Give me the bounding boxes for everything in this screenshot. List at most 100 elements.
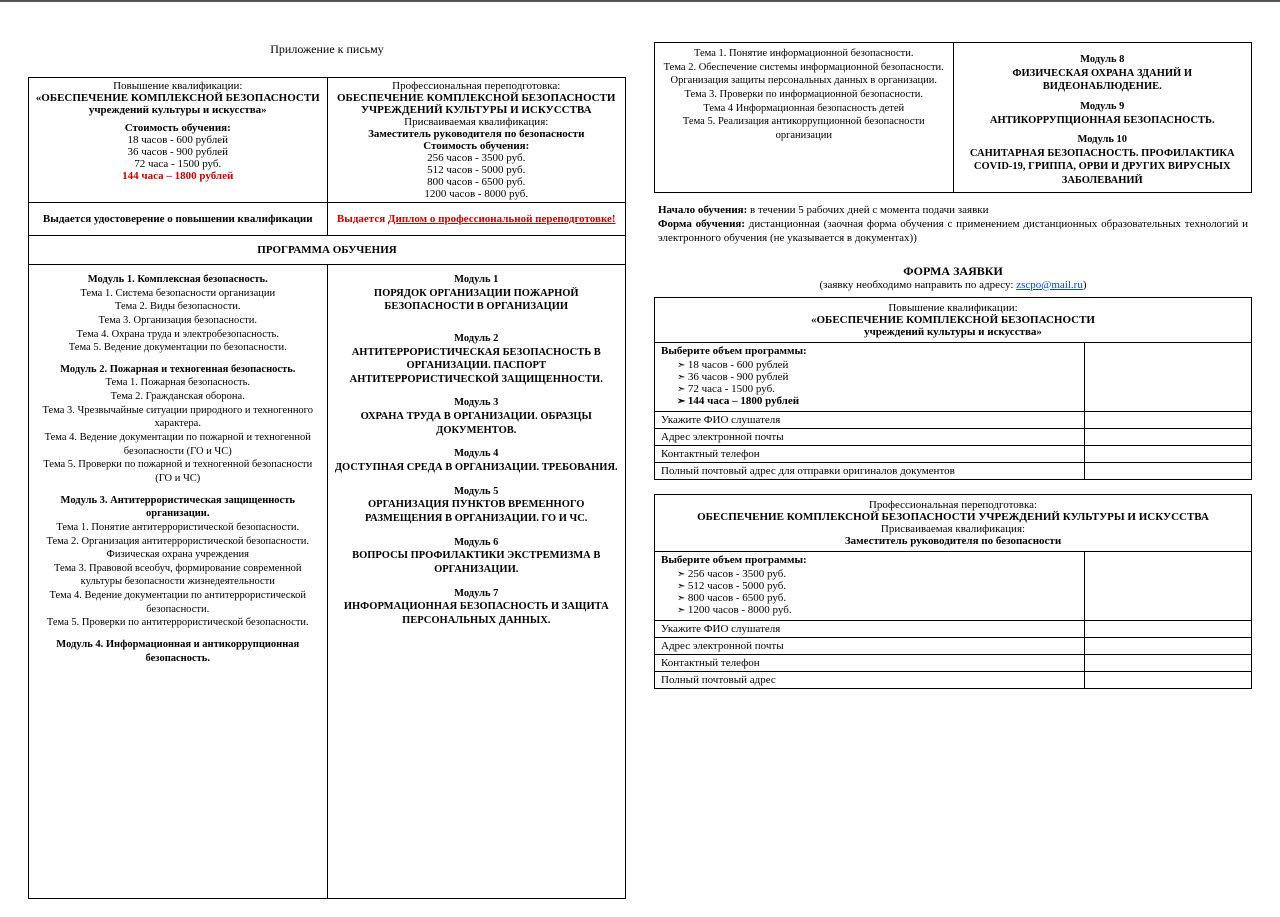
rprice-2: 512 часов - 5000 руб. <box>334 164 620 176</box>
app1-row-1: Укажите ФИО слушателя <box>655 411 1085 428</box>
app2-opt-4: 1200 часов - 8000 руб. <box>677 604 1078 616</box>
form-label: Форма обучения: <box>658 218 745 230</box>
m3-t1: Тема 1. Понятие антитеррористической без… <box>35 521 321 535</box>
app1-row-2: Адрес электронной почты <box>655 428 1085 445</box>
app2-options: 256 часов - 3500 руб. 512 часов - 5000 р… <box>677 568 1078 616</box>
app1-row-3-blank[interactable] <box>1084 445 1251 462</box>
pr-m5t: ОРГАНИЗАЦИЯ ПУНКТОВ ВРЕМЕННОГО РАЗМЕЩЕНИ… <box>334 498 620 525</box>
pr-m1t: ПОРЯДОК ОРГАНИЗАЦИИ ПОЖАРНОЙ БЕЗОПАСНОСТ… <box>334 287 620 314</box>
app2-row-4-blank[interactable] <box>1084 671 1251 688</box>
qual-cell: Повышение квалификации: «ОБЕСПЕЧЕНИЕ КОМ… <box>29 78 328 202</box>
program-title: ПРОГРАММА ОБУЧЕНИЯ <box>28 236 626 265</box>
app1-title: «ОБЕСПЕЧЕНИЕ КОМПЛЕКСНОЙ БЕЗОПАСНОСТИ <box>663 314 1243 326</box>
form-heading: ФОРМА ЗАЯВКИ <box>654 264 1252 279</box>
rtl-3: Тема 3. Проверки по информационной безоп… <box>663 88 945 102</box>
m2-t2: Тема 2. Гражданская оборона. <box>35 390 321 404</box>
issue-link: Диплом о профессиональной переподготовке… <box>388 213 616 225</box>
m8h: Модуль 8 <box>962 53 1244 67</box>
pr-m1h: Модуль 1 <box>334 273 620 287</box>
app2-row-1-blank[interactable] <box>1084 620 1251 637</box>
app1-row-1-blank[interactable] <box>1084 411 1251 428</box>
rtl-2: Тема 2. Обеспечение системы информационн… <box>663 61 945 88</box>
rtl-4: Тема 4 Информационная безопасность детей <box>663 102 945 116</box>
app2-label: Профессиональная переподготовка: <box>663 499 1243 511</box>
app1-opt-3: 72 часа - 1500 руб. <box>677 383 1078 395</box>
issue-prefix: Выдается <box>337 213 388 225</box>
m1-title: Модуль 1. Комплексная безопасность. <box>35 273 321 287</box>
app1-choose: Выберите объем программы: <box>661 345 807 357</box>
retrain-cell: Профессиональная переподготовка: ОБЕСПЕЧ… <box>328 78 626 202</box>
retrain-cost-label: Стоимость обучения: <box>334 140 620 152</box>
pr-m5h: Модуль 5 <box>334 485 620 499</box>
program-left: Модуль 1. Комплексная безопасность. Тема… <box>29 265 328 898</box>
info-start: Начало обучения: в течении 5 рабочих дне… <box>658 203 1248 217</box>
retrain-label: Профессиональная переподготовка: <box>334 80 620 92</box>
left-column: Приложение к письму Повышение квалификац… <box>28 42 626 899</box>
start-label: Начало обучения: <box>658 204 747 216</box>
m2-t1: Тема 1. Пожарная безопасность. <box>35 376 321 390</box>
form-text: дистанционная (заочная форма обучения с … <box>658 218 1248 244</box>
page: Приложение к письму Повышение квалификац… <box>0 0 1280 917</box>
pr-m7t: ИНФОРМАЦИОННАЯ БЕЗОПАСНОСТЬ И ЗАЩИТА ПЕР… <box>334 600 620 627</box>
app2-row-3-blank[interactable] <box>1084 654 1251 671</box>
rt-right: Модуль 8 ФИЗИЧЕСКАЯ ОХРАНА ЗДАНИЙ И ВИДЕ… <box>954 43 1252 192</box>
m3-title: Модуль 3. Антитеррористическая защищенно… <box>35 494 321 521</box>
pr-m2h: Модуль 2 <box>334 332 620 346</box>
app1-opt-1: 18 часов - 600 рублей <box>677 359 1078 371</box>
price-1: 18 часов - 600 рублей <box>35 134 321 146</box>
pr-m4t: ДОСТУПНАЯ СРЕДА В ОРГАНИЗАЦИИ. ТРЕБОВАНИ… <box>334 461 620 475</box>
m2-t4: Тема 4. Ведение документации по пожарной… <box>35 431 321 458</box>
form-sub: (заявку необходимо направить по адресу: … <box>654 279 1252 291</box>
program-block: Модуль 1. Комплексная безопасность. Тема… <box>28 265 626 899</box>
app2-choose-cell: Выберите объем программы: 256 часов - 35… <box>655 551 1085 620</box>
app1-row-4: Полный почтовый адрес для отправки ориги… <box>655 462 1085 479</box>
app2-row-3: Контактный телефон <box>655 654 1085 671</box>
rprice-3: 800 часов - 6500 руб. <box>334 176 620 188</box>
app1-row-2-blank[interactable] <box>1084 428 1251 445</box>
app2-opt-3: 800 часов - 6500 руб. <box>677 592 1078 604</box>
form-sub-suffix: ) <box>1083 279 1087 291</box>
qual-assigned-label: Присваиваемая квалификация: <box>334 116 620 128</box>
app1-choose-blank[interactable] <box>1084 342 1251 411</box>
info-block: Начало обучения: в течении 5 рабочих дне… <box>654 203 1252 246</box>
rprice-4: 1200 часов - 8000 руб. <box>334 188 620 200</box>
app2-qual: Заместитель руководителя по безопасности <box>663 535 1243 547</box>
app2-opt-1: 256 часов - 3500 руб. <box>677 568 1078 580</box>
info-form: Форма обучения: дистанционная (заочная ф… <box>658 217 1248 246</box>
right-top-block: Тема 1. Понятие информационной безопасно… <box>654 42 1252 193</box>
qual-title: «ОБЕСПЕЧЕНИЕ КОМПЛЕКСНОЙ БЕЗОПАСНОСТИ уч… <box>35 92 321 116</box>
app1-header: Повышение квалификации: «ОБЕСПЕЧЕНИЕ КОМ… <box>655 297 1252 342</box>
m1-t4: Тема 4. Охрана труда и электробезопаснос… <box>35 328 321 342</box>
program-right: Модуль 1 ПОРЯДОК ОРГАНИЗАЦИИ ПОЖАРНОЙ БЕ… <box>328 265 626 898</box>
app2-choose: Выберите объем программы: <box>661 554 807 566</box>
app1-options: 18 часов - 600 рублей 36 часов - 900 руб… <box>677 359 1078 407</box>
app2-header: Профессиональная переподготовка: ОБЕСПЕЧ… <box>655 494 1252 551</box>
m9t: АНТИКОРРУПЦИОННАЯ БЕЗОПАСНОСТЬ. <box>962 114 1244 128</box>
form-email[interactable]: zscpo@mail.ru <box>1016 279 1083 291</box>
rt-left: Тема 1. Понятие информационной безопасно… <box>655 43 954 192</box>
m2-t3: Тема 3. Чрезвычайные ситуации природного… <box>35 404 321 431</box>
app2-choose-blank[interactable] <box>1084 551 1251 620</box>
m3-t3: Тема 3. Правовой всеобуч, формирование с… <box>35 562 321 589</box>
pr-m4h: Модуль 4 <box>334 447 620 461</box>
m3-t2: Тема 2. Организация антитеррористической… <box>35 535 321 562</box>
start-text: в течении 5 рабочих дней с момента подач… <box>747 204 988 216</box>
app2-row-2-blank[interactable] <box>1084 637 1251 654</box>
m3-t4: Тема 4. Ведение документации по антитерр… <box>35 589 321 616</box>
app1-opt-2: 36 часов - 900 рублей <box>677 371 1078 383</box>
app-table-1: Повышение квалификации: «ОБЕСПЕЧЕНИЕ КОМ… <box>654 297 1252 480</box>
m2-t5: Тема 5. Проверки по пожарной и техногенн… <box>35 458 321 485</box>
app1-title2: учреждений культуры и искусства» <box>663 326 1243 338</box>
rtl-1: Тема 1. Понятие информационной безопасно… <box>663 47 945 61</box>
retrain-title: ОБЕСПЕЧЕНИЕ КОМПЛЕКСНОЙ БЕЗОПАСНОСТИ УЧР… <box>334 92 620 116</box>
m8t: ФИЗИЧЕСКАЯ ОХРАНА ЗДАНИЙ И ВИДЕОНАБЛЮДЕН… <box>962 67 1244 94</box>
app-table-2: Профессиональная переподготовка: ОБЕСПЕЧ… <box>654 494 1252 689</box>
issue-retrain: Выдается Диплом о профессиональной переп… <box>328 203 626 235</box>
app1-row-3: Контактный телефон <box>655 445 1085 462</box>
app1-row-4-blank[interactable] <box>1084 462 1251 479</box>
app1-opt-4: 144 часа – 1800 рублей <box>677 395 1078 407</box>
attachment-label: Приложение к письму <box>28 42 626 57</box>
m10h: Модуль 10 <box>962 133 1244 147</box>
pr-m7h: Модуль 7 <box>334 587 620 601</box>
app1-label: Повышение квалификации: <box>663 302 1243 314</box>
